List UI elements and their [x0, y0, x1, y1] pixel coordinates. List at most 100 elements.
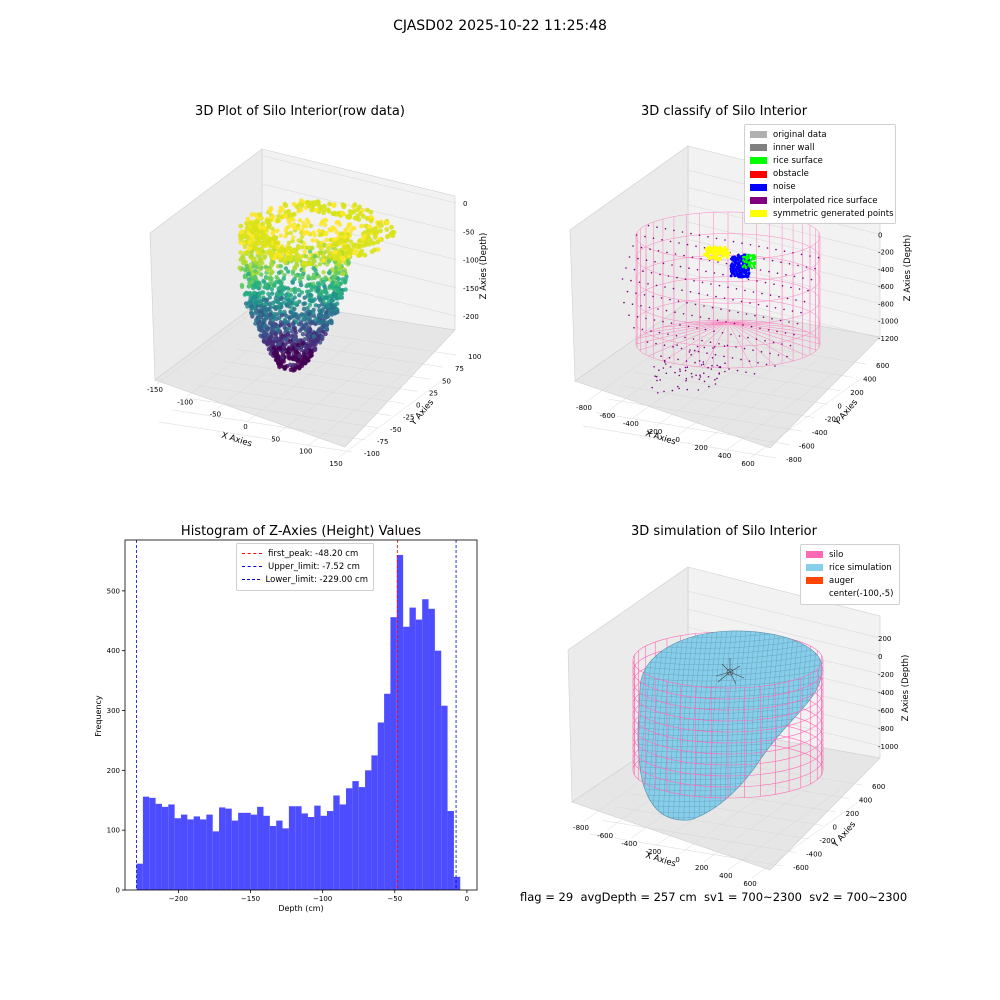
panel1-point — [261, 234, 266, 240]
panel2-x-gridline — [585, 321, 699, 403]
panel1-point — [267, 295, 272, 300]
panel1-point — [257, 325, 262, 330]
panel2-interpolated-point — [753, 373, 756, 375]
panel3-bar — [326, 811, 334, 890]
panel1-point — [358, 243, 364, 249]
panel1-point — [254, 246, 259, 252]
panel3-bar — [422, 599, 429, 890]
panel1-point — [270, 339, 276, 344]
panel1-point — [247, 245, 253, 251]
panel2-interpolated-point — [789, 344, 792, 347]
panel1-point — [249, 275, 254, 280]
panel1-point — [260, 235, 265, 240]
panel1-point — [251, 260, 256, 265]
panel1-point — [272, 283, 277, 288]
panel1-point — [328, 294, 333, 299]
panel2-noise-point — [737, 272, 741, 276]
panel4-silo-ring-front — [632, 736, 824, 766]
panel1-point — [337, 257, 343, 262]
panel1-point — [239, 266, 244, 271]
panel2-noise-point — [742, 256, 745, 260]
panel2-noise-point — [743, 268, 747, 272]
panel1-point — [334, 268, 340, 273]
panel4-rice-mesh-line — [638, 630, 656, 821]
panel1-point — [316, 334, 321, 339]
panel1-point — [251, 245, 256, 250]
panel2-rice-point — [751, 254, 754, 257]
panel1-point — [314, 238, 319, 243]
panel1-z-gridline — [262, 184, 457, 232]
panel1-point — [290, 271, 296, 276]
panel1-point — [243, 301, 249, 306]
panel1-point — [327, 301, 332, 307]
panel1-point — [271, 340, 276, 345]
panel2-noise-point — [742, 258, 746, 262]
panel1-point — [249, 268, 254, 274]
panel1-point — [286, 355, 291, 360]
panel1-point — [255, 249, 260, 254]
panel1-point — [282, 201, 288, 207]
panel1-point — [315, 199, 321, 205]
panel1-point — [266, 339, 271, 345]
panel2-interpolated-point — [686, 366, 689, 369]
panel1-point — [291, 255, 296, 260]
panel1-point — [305, 245, 310, 250]
panel2-interpolated-point — [767, 329, 770, 331]
panel1-point — [275, 324, 281, 329]
panel1-point — [301, 340, 306, 345]
panel1-point — [316, 336, 322, 341]
panel2-noise-point — [742, 270, 745, 274]
panel4-x-gridline — [751, 797, 865, 879]
panel1-point — [273, 331, 278, 336]
panel1-point — [379, 237, 384, 242]
panel1-point — [327, 286, 332, 291]
panel1-point — [261, 318, 266, 324]
panel2-silo-floor-line — [727, 321, 817, 339]
panel1-point — [262, 242, 268, 248]
panel2-x-gridline — [702, 361, 816, 443]
panel2-noise-point — [736, 273, 740, 277]
panel4-x-tick-label: -600 — [597, 832, 613, 840]
panel1-point — [308, 252, 313, 257]
panel1-point — [271, 353, 276, 358]
panel4-rice-mesh-line — [638, 651, 822, 665]
panel2-symmetric-point — [721, 248, 726, 252]
panel2-interpolated-point — [776, 272, 779, 275]
panel2-ylabel: Y Axies — [832, 397, 860, 428]
panel1-point — [335, 285, 340, 290]
panel1-point — [247, 229, 252, 234]
panel1-point — [270, 226, 275, 231]
panel1-point — [356, 239, 362, 245]
panel1-point — [249, 293, 254, 298]
panel1-point — [253, 296, 259, 302]
panel1-point — [266, 341, 271, 346]
panel2-z-gridline — [686, 221, 881, 270]
panel2-rice-point — [750, 261, 753, 265]
panel2-rice-point — [744, 266, 748, 270]
panel2-interpolated-point — [694, 361, 696, 364]
panel1-point — [320, 319, 326, 324]
panel4-rice-mesh-line — [638, 630, 822, 644]
panel1-point — [334, 296, 339, 301]
panel1-point — [252, 296, 257, 301]
panel1-point — [334, 220, 339, 225]
panel2-noise-point — [735, 259, 739, 262]
panel3-legend: first_peak: -48.20 cm Upper_limit: -7.52 … — [236, 543, 374, 591]
panel1-point — [312, 254, 318, 259]
panel2-rice-point — [747, 264, 751, 267]
panel1-point — [317, 318, 322, 324]
panel1-x-gridline — [156, 303, 265, 385]
panel1-point — [269, 280, 275, 285]
panel2-noise-point — [739, 259, 743, 263]
panel1-point — [294, 337, 299, 343]
panel1-point — [276, 304, 281, 310]
panel1-point — [299, 338, 304, 343]
panel1-point — [316, 327, 322, 333]
panel1-point — [238, 233, 243, 238]
panel1-point — [257, 259, 262, 265]
panel1-point — [345, 238, 350, 243]
panel1-point — [321, 324, 327, 330]
panel2-interpolated-point — [716, 364, 718, 367]
panel1-point — [290, 300, 295, 305]
panel1-point — [330, 305, 335, 310]
